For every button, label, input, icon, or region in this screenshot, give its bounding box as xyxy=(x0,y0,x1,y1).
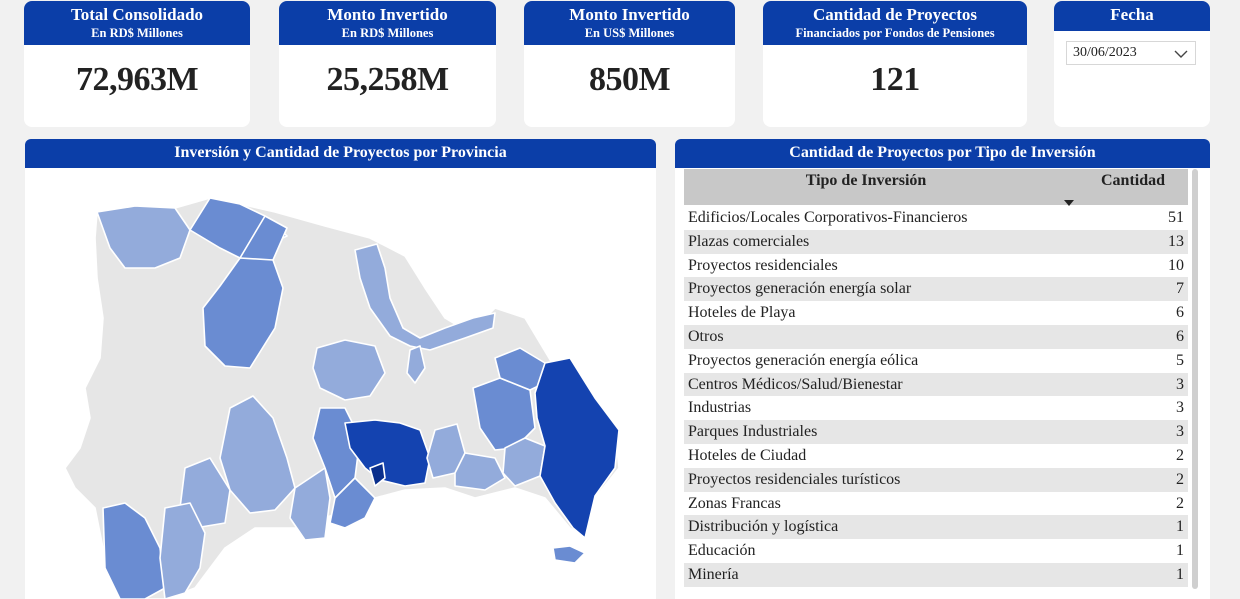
province-distrito-nacional[interactable] xyxy=(369,462,386,487)
table-row[interactable]: Proyectos residenciales turísticos 2 xyxy=(684,467,1188,492)
kpi-subtitle: En RD$ Millones xyxy=(341,26,434,40)
chevron-down-icon xyxy=(1174,48,1188,64)
kpi-card-cantidad-proyectos: Cantidad de Proyectos Financiados por Fo… xyxy=(763,1,1027,127)
tipo-cell: Centros Médicos/Salud/Bienestar xyxy=(688,375,903,393)
kpi-title: Cantidad de Proyectos xyxy=(812,5,977,24)
cantidad-cell: 10 xyxy=(1168,256,1184,274)
kpi-subtitle: Financiados por Fondos de Pensiones xyxy=(795,26,995,40)
kpi-card-monto-rd: Monto Invertido En RD$ Millones 25,258M xyxy=(279,1,496,127)
column-header-tipo[interactable]: Tipo de Inversión xyxy=(805,172,927,189)
tipo-cell: Hoteles de Playa xyxy=(688,304,796,322)
cantidad-cell: 2 xyxy=(1176,494,1184,512)
table-panel-title: Cantidad de Proyectos por Tipo de Invers… xyxy=(675,139,1210,168)
cantidad-cell: 6 xyxy=(1176,304,1184,322)
kpi-value: 121 xyxy=(870,61,920,98)
tipo-cell: Zonas Francas xyxy=(688,494,781,512)
date-filter-title: Fecha xyxy=(1110,5,1154,24)
tipo-cell: Industrias xyxy=(688,399,752,417)
tipo-cell: Plazas comerciales xyxy=(688,232,810,250)
cantidad-cell: 1 xyxy=(1176,518,1184,536)
kpi-title: Monto Invertido xyxy=(327,5,448,24)
province-map xyxy=(64,197,620,599)
sort-descending-icon[interactable] xyxy=(1064,193,1074,211)
cantidad-cell: 1 xyxy=(1176,565,1184,583)
kpi-title: Monto Invertido xyxy=(569,5,690,24)
tipo-cell: Proyectos generación energía solar xyxy=(688,280,912,298)
kpi-card-total-consolidado: Total Consolidado En RD$ Millones 72,963… xyxy=(24,1,250,127)
date-filter-header: Fecha xyxy=(1054,1,1210,31)
kpi-subtitle: En US$ Millones xyxy=(584,26,675,40)
table-row[interactable]: Centros Médicos/Salud/Bienestar 3 xyxy=(684,372,1188,397)
map-panel: Inversión y Cantidad de Proyectos por Pr… xyxy=(25,139,656,599)
kpi-title: Total Consolidado xyxy=(70,5,204,24)
cantidad-cell: 6 xyxy=(1176,327,1184,345)
kpi-value: 72,963M xyxy=(75,61,199,98)
table-scrollbar[interactable] xyxy=(1192,169,1198,589)
cantidad-cell: 5 xyxy=(1176,351,1184,369)
table-row[interactable]: Hoteles de Playa 6 xyxy=(684,301,1188,325)
table-row[interactable]: Otros 6 xyxy=(684,324,1188,349)
table-row[interactable]: Minería 1 xyxy=(684,562,1188,587)
cantidad-cell: 3 xyxy=(1176,423,1184,441)
map-panel-title: Inversión y Cantidad de Proyectos por Pr… xyxy=(25,139,656,168)
table-row[interactable]: Industrias 3 xyxy=(684,396,1188,420)
kpi-header: Monto Invertido En US$ Millones xyxy=(524,1,735,45)
tipo-cell: Minería xyxy=(688,565,739,583)
province-monsenor-nouel[interactable] xyxy=(312,339,386,401)
cantidad-cell: 1 xyxy=(1176,542,1184,560)
province-duarte[interactable] xyxy=(406,345,426,384)
column-header-cantidad[interactable]: Cantidad xyxy=(1100,172,1166,189)
kpi-header: Total Consolidado En RD$ Millones xyxy=(24,1,250,45)
cantidad-cell: 7 xyxy=(1176,280,1184,298)
date-dropdown-value: 30/06/2023 xyxy=(1073,45,1137,60)
cantidad-cell: 13 xyxy=(1168,232,1184,250)
table-row[interactable]: Educación 1 xyxy=(684,539,1188,563)
province-san-cristobal[interactable] xyxy=(329,477,376,529)
tipo-cell: Edificios/Locales Corporativos-Financier… xyxy=(688,209,968,226)
province-azua[interactable] xyxy=(219,395,296,514)
table-row[interactable]: Proyectos residenciales 10 xyxy=(684,254,1188,278)
province-montecristi[interactable] xyxy=(96,205,191,269)
kpi-header: Monto Invertido En RD$ Millones xyxy=(279,1,496,45)
kpi-card-monto-us: Monto Invertido En US$ Millones 850M xyxy=(524,1,735,127)
province-santiago[interactable] xyxy=(202,257,284,369)
table-row[interactable]: Proyectos generación energía eólica 5 xyxy=(684,349,1188,373)
table-panel: Cantidad de Proyectos por Tipo de Invers… xyxy=(675,139,1210,599)
cantidad-cell: 2 xyxy=(1176,446,1184,464)
tipo-cell: Proyectos generación energía eólica xyxy=(688,351,919,369)
island-saona xyxy=(552,545,586,564)
table-row[interactable]: Zonas Francas 2 xyxy=(684,492,1188,516)
cantidad-cell: 3 xyxy=(1176,375,1184,393)
table-row[interactable]: Plazas comerciales 13 xyxy=(684,229,1188,254)
table-row[interactable]: Distribución y logística 1 xyxy=(684,515,1188,540)
kpi-value: 850M xyxy=(588,61,671,98)
tipo-cell: Proyectos residenciales turísticos xyxy=(688,470,901,488)
date-filter-card: Fecha 30/06/2023 xyxy=(1054,1,1210,127)
tipo-cell: Proyectos residenciales xyxy=(688,256,838,274)
kpi-header: Cantidad de Proyectos Financiados por Fo… xyxy=(763,1,1027,45)
tipo-cell: Otros xyxy=(688,327,724,345)
cantidad-cell: 51 xyxy=(1168,209,1184,226)
table-row[interactable]: Parques Industriales 3 xyxy=(684,420,1188,444)
cantidad-cell: 2 xyxy=(1176,470,1184,488)
table-header: Tipo de Inversión Cantidad xyxy=(684,169,1188,206)
table-body: Edificios/Locales Corporativos-Financier… xyxy=(684,206,1188,587)
province-santo-domingo[interactable] xyxy=(344,419,431,487)
tipo-cell: Distribución y logística xyxy=(688,518,839,536)
date-dropdown[interactable]: 30/06/2023 xyxy=(1066,41,1196,65)
tipo-cell: Educación xyxy=(688,542,756,560)
province-san-pedro[interactable] xyxy=(454,452,506,491)
tipo-cell: Hoteles de Ciudad xyxy=(688,446,807,464)
table-row[interactable]: Proyectos generación energía solar 7 xyxy=(684,277,1188,302)
province-barahona[interactable] xyxy=(159,502,206,599)
cantidad-cell: 3 xyxy=(1176,399,1184,417)
kpi-value: 25,258M xyxy=(326,61,449,98)
province-maria-trinidad[interactable] xyxy=(354,243,496,351)
tipo-cell: Parques Industriales xyxy=(688,423,818,441)
table-row[interactable]: Edificios/Locales Corporativos-Financier… xyxy=(684,206,1188,230)
kpi-subtitle: En RD$ Millones xyxy=(91,26,183,40)
province-la-altagracia[interactable] xyxy=(534,357,620,539)
table-row[interactable]: Hoteles de Ciudad 2 xyxy=(684,444,1188,468)
